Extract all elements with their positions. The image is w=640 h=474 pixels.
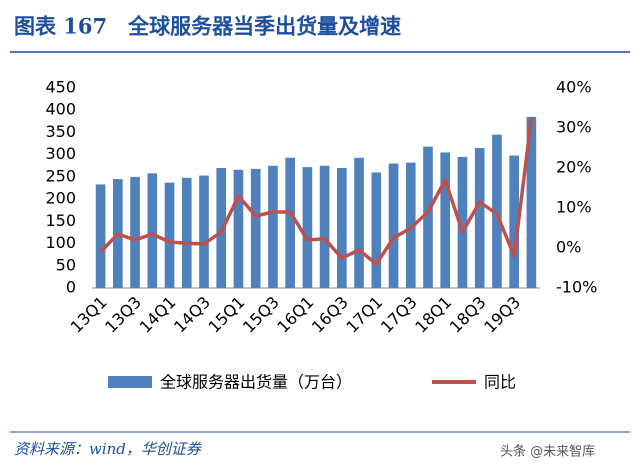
bar	[164, 182, 175, 288]
bar	[199, 175, 209, 288]
y-tick-label: 150	[45, 211, 76, 230]
chart-title: 图表 167 全球服务器当季出货量及增速	[14, 14, 401, 39]
y-tick-label: 300	[45, 144, 76, 163]
x-tick-label: 16Q1	[273, 293, 317, 337]
y2-tick-label: 20%	[556, 158, 592, 177]
bar	[95, 184, 106, 288]
source: 资料来源：wind，华创证券	[14, 440, 202, 458]
bar	[268, 165, 278, 288]
bar	[492, 134, 502, 288]
bar	[285, 157, 295, 288]
y2-tick-label: 40%	[556, 78, 592, 97]
y-tick-label: 100	[45, 233, 76, 252]
y2-tick-label: -10%	[556, 278, 597, 297]
x-tick-label: 15Q3	[239, 293, 283, 337]
y-tick-label: 250	[45, 166, 76, 185]
bar	[181, 177, 192, 288]
x-tick-label: 19Q3	[480, 293, 524, 337]
y-tick-label: 400	[45, 100, 76, 119]
y-tick-label: 350	[45, 122, 76, 141]
x-tick-label: 14Q1	[136, 293, 180, 337]
bar	[302, 167, 313, 288]
y-tick-label: 0	[66, 278, 76, 297]
y-tick-label: 200	[45, 189, 76, 208]
legend-label: 同比	[484, 373, 516, 392]
legend-label: 全球服务器出货量（万台）	[160, 373, 352, 392]
x-tick-label: 18Q3	[446, 293, 490, 337]
x-tick-label: 17Q3	[377, 293, 421, 337]
bar	[423, 146, 433, 288]
x-tick-label: 13Q3	[101, 293, 145, 337]
x-tick-label: 18Q1	[411, 293, 455, 337]
bar	[457, 156, 468, 288]
bar	[354, 157, 364, 288]
bar	[337, 168, 347, 288]
x-tick-label: 17Q1	[342, 293, 386, 337]
bar	[405, 162, 416, 288]
bar	[526, 116, 537, 288]
x-tick-label: 16Q3	[308, 293, 352, 337]
bar	[474, 148, 485, 288]
bar	[130, 176, 140, 288]
watermark: 头条 @未来智库	[500, 444, 595, 460]
bar	[319, 165, 330, 288]
line	[99, 117, 534, 266]
x-tick-label: 13Q1	[67, 293, 111, 337]
bar	[388, 163, 399, 288]
bar	[509, 155, 519, 288]
y2-tick-label: 10%	[556, 198, 592, 217]
bar	[371, 172, 382, 288]
y-tick-label: 450	[45, 78, 76, 97]
y2-tick-label: 30%	[556, 118, 592, 137]
bar	[147, 173, 158, 288]
y2-tick-label: 0%	[556, 238, 581, 257]
bar	[440, 152, 451, 288]
bar	[233, 169, 244, 288]
bar	[250, 168, 261, 288]
legend-swatch	[108, 376, 152, 388]
x-tick-label: 15Q1	[205, 293, 249, 337]
y-tick-label: 50	[56, 255, 76, 274]
x-tick-label: 14Q3	[170, 293, 214, 337]
